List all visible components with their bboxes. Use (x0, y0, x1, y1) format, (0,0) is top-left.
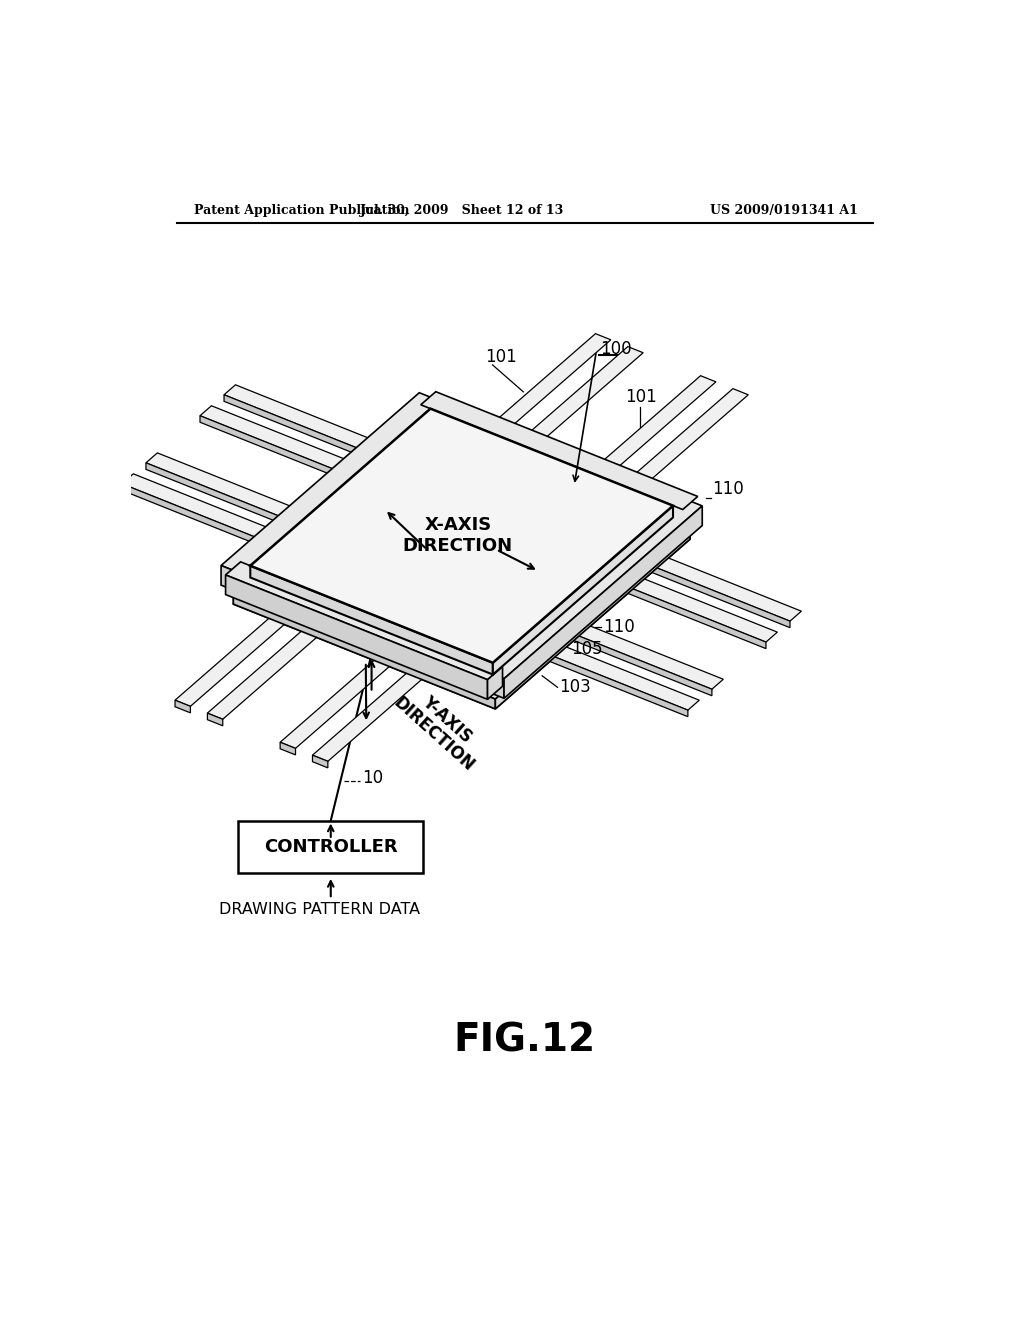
Text: FIG.12: FIG.12 (454, 1022, 596, 1059)
Polygon shape (200, 405, 777, 642)
Polygon shape (483, 671, 504, 698)
Polygon shape (487, 667, 503, 700)
Polygon shape (233, 425, 690, 700)
Polygon shape (146, 453, 723, 689)
Text: 110: 110 (603, 618, 635, 636)
Text: Jul. 30, 2009   Sheet 12 of 13: Jul. 30, 2009 Sheet 12 of 13 (359, 205, 564, 218)
Polygon shape (221, 565, 242, 593)
Bar (239, 821, 423, 873)
Polygon shape (496, 529, 690, 709)
Polygon shape (421, 392, 697, 510)
Polygon shape (233, 594, 496, 709)
Polygon shape (493, 506, 673, 675)
Text: CONTROLLER: CONTROLLER (264, 838, 397, 855)
Polygon shape (122, 474, 699, 710)
Polygon shape (233, 425, 690, 700)
Polygon shape (224, 395, 790, 628)
Text: 103: 103 (559, 678, 591, 697)
Polygon shape (175, 334, 611, 706)
Polygon shape (225, 576, 487, 700)
Polygon shape (312, 388, 749, 762)
Polygon shape (493, 517, 673, 689)
Polygon shape (250, 578, 493, 689)
Text: US 2009/0191341 A1: US 2009/0191341 A1 (711, 205, 858, 218)
Polygon shape (224, 385, 802, 622)
Text: 101: 101 (625, 388, 656, 407)
Text: 110: 110 (712, 479, 743, 498)
Polygon shape (250, 421, 673, 675)
Polygon shape (225, 562, 503, 680)
Polygon shape (250, 421, 673, 675)
Polygon shape (250, 409, 673, 663)
Polygon shape (233, 594, 496, 709)
Polygon shape (122, 483, 688, 717)
Polygon shape (200, 416, 766, 648)
Text: 100: 100 (600, 341, 632, 358)
Polygon shape (175, 700, 190, 713)
Polygon shape (281, 742, 296, 755)
Text: Patent Application Publication: Patent Application Publication (194, 205, 410, 218)
Polygon shape (208, 713, 223, 726)
Polygon shape (493, 517, 673, 689)
Polygon shape (493, 506, 673, 675)
Polygon shape (221, 393, 439, 574)
Polygon shape (493, 506, 673, 675)
Text: 105: 105 (571, 640, 603, 659)
Text: X-AXIS
DIRECTION: X-AXIS DIRECTION (402, 516, 513, 556)
Text: DRAWING PATTERN DATA: DRAWING PATTERN DATA (219, 903, 420, 917)
Polygon shape (281, 376, 716, 748)
Polygon shape (208, 347, 643, 719)
Polygon shape (250, 409, 673, 663)
Polygon shape (250, 566, 493, 675)
Polygon shape (312, 755, 328, 768)
Polygon shape (250, 409, 673, 663)
Polygon shape (496, 529, 690, 709)
Polygon shape (483, 498, 702, 678)
Polygon shape (250, 578, 493, 689)
Polygon shape (504, 506, 702, 698)
Polygon shape (250, 566, 493, 675)
Text: 101: 101 (485, 348, 517, 366)
Polygon shape (250, 566, 493, 675)
Polygon shape (146, 463, 712, 696)
Text: Y-AXIS
DIRECTION: Y-AXIS DIRECTION (390, 678, 490, 775)
Text: 10: 10 (362, 770, 383, 787)
